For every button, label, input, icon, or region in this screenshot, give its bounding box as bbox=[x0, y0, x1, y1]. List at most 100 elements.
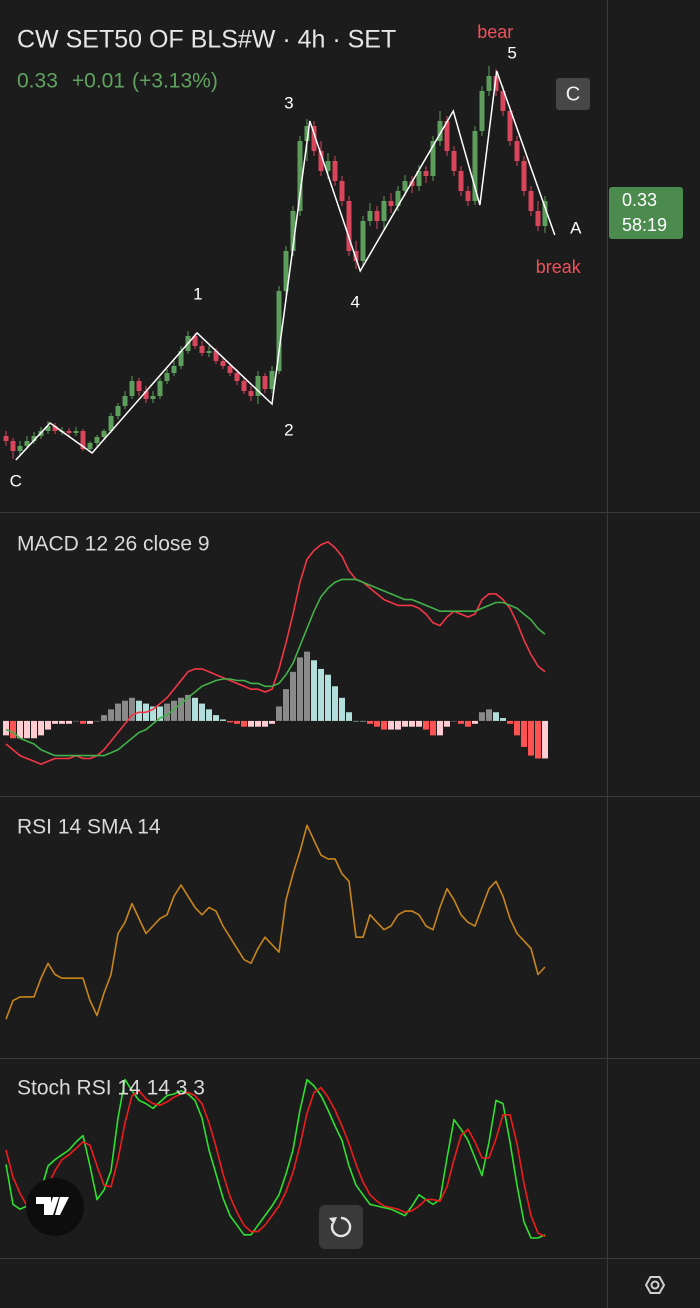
candle-body bbox=[52, 426, 58, 431]
histogram-bar bbox=[345, 712, 352, 721]
histogram-bar bbox=[297, 657, 304, 721]
histogram-bar bbox=[359, 720, 366, 722]
histogram-bar bbox=[499, 718, 506, 721]
reset-icon[interactable] bbox=[330, 1216, 352, 1238]
reset-background[interactable] bbox=[319, 1205, 363, 1249]
settings-icon-center[interactable] bbox=[650, 1280, 660, 1290]
histogram-bar bbox=[248, 720, 255, 727]
histogram-bar bbox=[352, 720, 359, 722]
histogram-bar bbox=[10, 720, 17, 739]
histogram-bar bbox=[122, 700, 129, 721]
histogram-bar bbox=[241, 720, 248, 727]
indicator-line bbox=[5, 1086, 546, 1238]
candle-body bbox=[227, 366, 233, 373]
histogram-bar bbox=[171, 700, 178, 721]
candle-body bbox=[157, 381, 163, 396]
histogram-bar bbox=[136, 700, 143, 721]
candle-body bbox=[304, 126, 310, 141]
candle-body bbox=[143, 391, 149, 399]
candle-body bbox=[255, 376, 261, 396]
settings-button[interactable] bbox=[644, 1276, 666, 1294]
candle-body bbox=[108, 416, 114, 431]
candle-body bbox=[430, 141, 436, 176]
wave-label: 3 bbox=[284, 93, 293, 112]
histogram-bar bbox=[276, 706, 283, 721]
histogram-bar bbox=[220, 719, 227, 721]
histogram-bar bbox=[429, 720, 436, 736]
header-value: 0.33 bbox=[17, 70, 58, 93]
histogram-bar bbox=[283, 689, 290, 721]
candle-body bbox=[402, 181, 408, 191]
button-background[interactable] bbox=[556, 78, 590, 110]
toolbar-button[interactable]: C bbox=[556, 78, 590, 110]
candle-body bbox=[451, 151, 457, 171]
candle-body bbox=[136, 381, 142, 391]
marks-layer bbox=[3, 66, 683, 1239]
candle-body bbox=[507, 111, 513, 141]
candle-body bbox=[213, 351, 219, 361]
candle-body bbox=[479, 91, 485, 131]
candle-body bbox=[360, 221, 366, 261]
button-label[interactable]: C bbox=[566, 83, 580, 105]
stoch-title: Stoch RSI 14 14 3 3 bbox=[17, 1077, 205, 1100]
candle-body bbox=[66, 431, 72, 433]
histogram-bar bbox=[415, 720, 422, 727]
histogram-bar bbox=[303, 651, 310, 721]
header-value: +0.01 bbox=[72, 70, 125, 93]
histogram-bar bbox=[506, 720, 513, 724]
histogram-bar bbox=[255, 720, 262, 727]
histogram-bar bbox=[157, 706, 164, 721]
histogram-bar bbox=[317, 668, 324, 721]
candle-body bbox=[395, 191, 401, 206]
candle-body bbox=[542, 201, 548, 226]
histogram-bar bbox=[394, 720, 401, 730]
wave-label: 5 bbox=[507, 43, 516, 62]
candle-body bbox=[3, 436, 9, 441]
indicator-line bbox=[5, 1078, 546, 1239]
histogram-bar bbox=[269, 720, 276, 724]
histogram-bar bbox=[101, 715, 108, 721]
candle-body bbox=[10, 441, 16, 451]
histogram-bar bbox=[262, 720, 269, 727]
reset-button[interactable] bbox=[319, 1205, 363, 1249]
candle-body bbox=[150, 396, 156, 399]
histogram-bar bbox=[387, 720, 394, 730]
histogram-bar bbox=[366, 720, 373, 724]
histogram-bar bbox=[338, 697, 345, 721]
histogram-bar bbox=[52, 720, 59, 724]
rsi-title: RSI 14 SMA 14 bbox=[17, 816, 161, 839]
histogram-bar bbox=[534, 720, 541, 759]
histogram-bar bbox=[234, 720, 241, 724]
settings-icon[interactable] bbox=[644, 1276, 666, 1294]
candle-body bbox=[220, 361, 226, 366]
countdown-label: 58:19 bbox=[622, 215, 667, 235]
histogram-bar bbox=[45, 720, 52, 730]
histogram-bar bbox=[115, 703, 122, 721]
histogram-bar bbox=[401, 720, 408, 727]
candle-body bbox=[199, 346, 205, 353]
histogram-bar bbox=[80, 720, 87, 724]
histogram-bar bbox=[290, 671, 297, 721]
histogram-bar bbox=[520, 720, 527, 747]
candle-body bbox=[178, 351, 184, 366]
histogram-bar bbox=[87, 720, 94, 724]
candle-body bbox=[122, 396, 128, 406]
logo-mark bbox=[36, 1197, 69, 1215]
histogram-bar bbox=[227, 720, 234, 723]
wave-label: break bbox=[536, 257, 582, 277]
histogram-bar bbox=[213, 715, 220, 721]
histogram-bar bbox=[331, 686, 338, 721]
histogram-bar bbox=[129, 697, 136, 721]
wave-label: C bbox=[10, 471, 22, 490]
candle-body bbox=[437, 121, 443, 141]
candle-body bbox=[423, 171, 429, 176]
histogram-bar bbox=[206, 709, 213, 721]
histogram-bar bbox=[192, 697, 199, 721]
reset-arrow[interactable] bbox=[329, 1217, 337, 1224]
macd-title: MACD 12 26 close 9 bbox=[17, 533, 210, 556]
last-price-box bbox=[609, 187, 683, 239]
candle-body bbox=[87, 443, 93, 449]
